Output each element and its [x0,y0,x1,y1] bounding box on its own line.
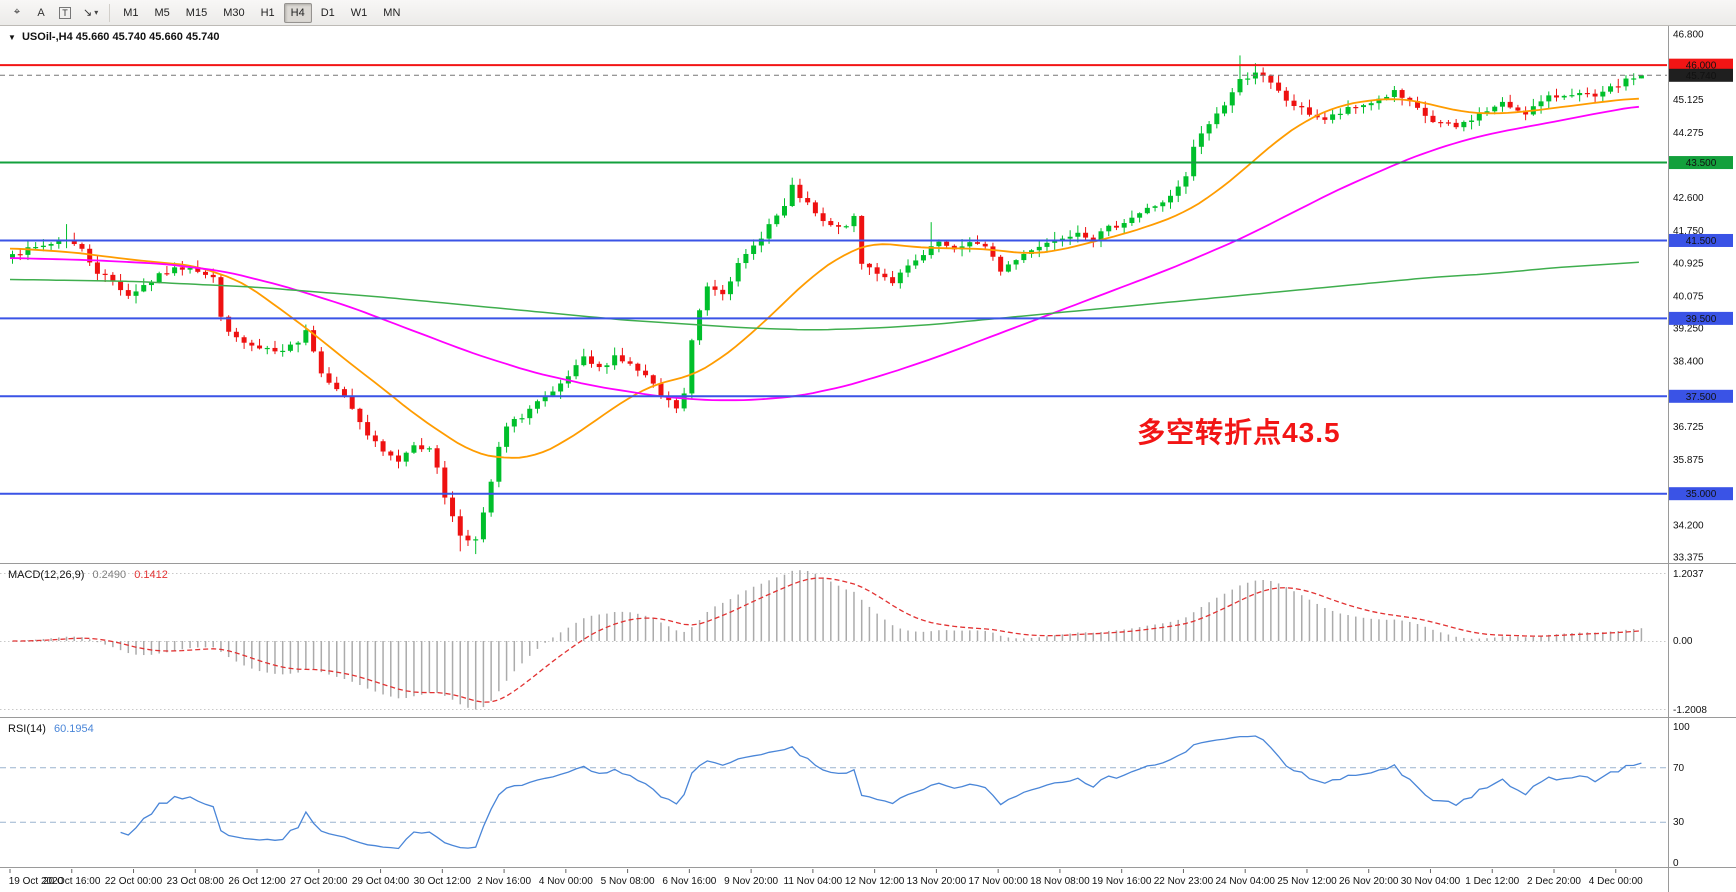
svg-text:26 Nov 20:00: 26 Nov 20:00 [1339,876,1399,887]
chart-canvas[interactable]: 46.800 45.125 44.275 42.600 41.750 40.925 40.0… [0,26,1736,892]
svg-text:45.125: 45.125 [1673,95,1704,106]
text-tool-icon[interactable]: T [54,3,76,23]
svg-text:39.500: 39.500 [1686,314,1717,325]
price-badge-46.000: 46.000 [1669,58,1733,72]
rsi-line [120,735,1642,850]
svg-text:26 Oct 12:00: 26 Oct 12:00 [228,876,286,887]
svg-text:37.500: 37.500 [1686,392,1717,403]
toolbar-tools: ⌖ A T ↘ ▾ [5,3,104,23]
arrow-tools-icon[interactable]: ↘ ▾ [78,3,103,23]
svg-text:34.200: 34.200 [1673,520,1704,531]
svg-text:45.740: 45.740 [1686,71,1717,82]
price-badge-37.500: 37.500 [1669,389,1733,403]
macd-signal-line [12,577,1642,703]
svg-text:22 Oct 00:00: 22 Oct 00:00 [105,876,163,887]
rsi-axis[interactable]: 100 70 30 0 [1673,722,1690,869]
svg-text:1 Dec 12:00: 1 Dec 12:00 [1465,876,1519,887]
svg-text:6 Nov 16:00: 6 Nov 16:00 [662,876,716,887]
svg-text:41.500: 41.500 [1686,236,1717,247]
price-axis[interactable]: 46.800 45.125 44.275 42.600 41.750 40.925 40.0… [1669,30,1733,564]
macd-histogram [19,570,1643,710]
timeframe-d1[interactable]: D1 [314,3,342,23]
timeframe-m30[interactable]: M30 [216,3,251,23]
svg-text:12 Nov 12:00: 12 Nov 12:00 [845,876,905,887]
timeframe-m1[interactable]: M1 [116,3,145,23]
svg-text:44.275: 44.275 [1673,128,1704,139]
svg-text:30: 30 [1673,817,1685,828]
svg-text:0: 0 [1673,858,1679,869]
timeframe-w1[interactable]: W1 [344,3,375,23]
svg-text:38.400: 38.400 [1673,357,1704,368]
svg-text:0.00: 0.00 [1673,636,1693,647]
timeframe-h4[interactable]: H4 [283,2,312,23]
svg-text:5 Nov 08:00: 5 Nov 08:00 [601,876,655,887]
ma-slow-line [9,261,1639,331]
svg-text:24 Nov 04:00: 24 Nov 04:00 [1215,876,1275,887]
svg-text:13 Nov 20:00: 13 Nov 20:00 [907,876,967,887]
svg-text:19 Nov 16:00: 19 Nov 16:00 [1092,876,1152,887]
candles-group [10,55,1644,555]
svg-text:30 Nov 04:00: 30 Nov 04:00 [1401,876,1461,887]
svg-text:30 Oct 12:00: 30 Oct 12:00 [414,876,472,887]
svg-text:2 Dec 20:00: 2 Dec 20:00 [1527,876,1581,887]
price-badge-35.000: 35.000 [1669,487,1733,501]
svg-text:4 Nov 00:00: 4 Nov 00:00 [539,876,593,887]
svg-text:23 Oct 08:00: 23 Oct 08:00 [167,876,225,887]
svg-text:27 Oct 20:00: 27 Oct 20:00 [290,876,348,887]
svg-text:2 Nov 16:00: 2 Nov 16:00 [477,876,531,887]
svg-text:40.075: 40.075 [1673,291,1704,302]
price-badge-45.740: 45.740 [1669,68,1733,82]
svg-text:35.000: 35.000 [1686,489,1717,500]
timeframe-mn[interactable]: MN [376,3,407,23]
svg-text:46.000: 46.000 [1686,61,1717,72]
timeframe-m15[interactable]: M15 [179,3,214,23]
timeframe-group: M1 M5 M15 M30 H1 H4 D1 W1 MN [115,2,408,23]
svg-text:40.925: 40.925 [1673,258,1704,269]
crosshair-tool-icon[interactable]: ⌖ [6,3,28,23]
svg-text:9 Nov 20:00: 9 Nov 20:00 [724,876,778,887]
svg-text:43.500: 43.500 [1686,158,1717,169]
panel-borders [0,26,1736,892]
svg-text:35.875: 35.875 [1673,455,1704,466]
svg-text:17 Nov 00:00: 17 Nov 00:00 [968,876,1028,887]
price-badge-41.500: 41.500 [1669,233,1733,247]
svg-text:39.250: 39.250 [1673,324,1704,335]
svg-text:33.375: 33.375 [1673,553,1704,564]
svg-text:36.725: 36.725 [1673,422,1704,433]
price-badge-43.500: 43.500 [1669,156,1733,170]
svg-text:41.750: 41.750 [1673,226,1704,237]
svg-text:42.600: 42.600 [1673,193,1704,204]
svg-text:70: 70 [1673,763,1685,774]
text-label-tool-icon[interactable]: A [30,3,52,23]
svg-text:25 Nov 12:00: 25 Nov 12:00 [1277,876,1337,887]
ma-fast-line [9,97,1639,459]
svg-text:29 Oct 04:00: 29 Oct 04:00 [352,876,410,887]
svg-text:-1.2008: -1.2008 [1673,705,1707,716]
svg-text:20 Oct 16:00: 20 Oct 16:00 [43,876,101,887]
toolbar-separator [109,3,111,22]
timeframe-m5[interactable]: M5 [148,3,177,23]
toolbar: ⌖ A T ↘ ▾ M1 M5 M15 M30 H1 H4 D1 W1 MN [0,0,1736,26]
timeframe-h1[interactable]: H1 [254,3,282,23]
svg-text:46.800: 46.800 [1673,30,1704,41]
ma-mid-line [9,105,1639,402]
macd-axis[interactable]: 1.2037 0.00 -1.2008 [1673,569,1707,716]
svg-text:19 Oct 2020: 19 Oct 2020 [9,876,64,887]
svg-text:22 Nov 23:00: 22 Nov 23:00 [1154,876,1214,887]
price-badge-39.500: 39.500 [1669,311,1733,325]
macd-grid [0,573,1667,710]
svg-text:1.2037: 1.2037 [1673,569,1704,580]
dropdown-caret-icon: ▾ [94,8,99,17]
svg-text:18 Nov 08:00: 18 Nov 08:00 [1030,876,1090,887]
svg-text:11 Nov 04:00: 11 Nov 04:00 [784,876,843,887]
svg-text:4 Dec 00:00: 4 Dec 00:00 [1589,876,1643,887]
rsi-levels [0,767,1667,823]
svg-text:100: 100 [1673,722,1690,733]
